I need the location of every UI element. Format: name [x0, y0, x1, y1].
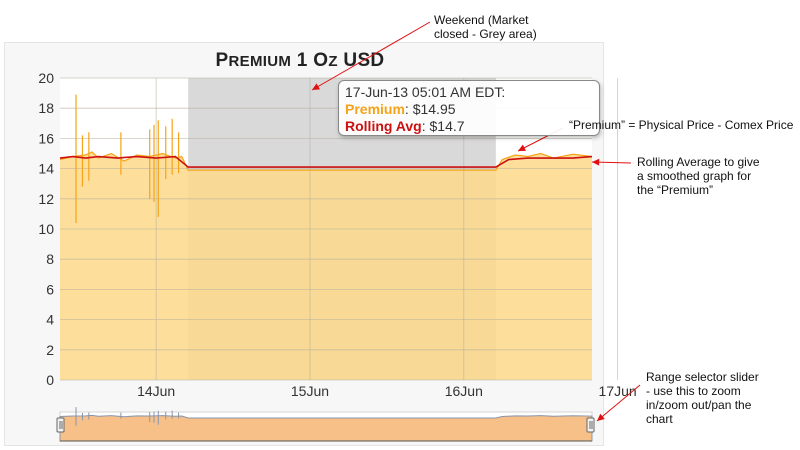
- chart-tooltip: 17-Jun-13 05:01 AM EDT: Premium: $14.95 …: [338, 80, 600, 136]
- arrow-premium-head: [518, 144, 526, 151]
- y-tick-label: 14: [38, 161, 54, 177]
- annotation-range-selector: Range selector slider - use this to zoom…: [646, 370, 776, 426]
- y-tick-label: 20: [38, 70, 54, 86]
- y-tick-label: 10: [38, 221, 54, 237]
- annotation-premium: “Premium” = Physical Price - Comex Price: [569, 118, 794, 132]
- annotation-weekend-line: closed - Grey area): [434, 27, 537, 41]
- tooltip-rolling-value: $14.7: [429, 118, 465, 134]
- annotation-rolling-line: the “Premium”: [637, 183, 714, 197]
- tooltip-rolling-label: Rolling Avg: [345, 118, 422, 134]
- rolling-avg-line: [59, 155, 593, 168]
- annotation-weekend: Weekend (Market closed - Grey area): [434, 13, 574, 41]
- x-tick-label: 15Jun: [291, 383, 329, 399]
- annotation-range-line: Range selector slider: [646, 370, 759, 384]
- y-tick-label: 12: [38, 191, 54, 207]
- x-tick-label: 14Jun: [137, 383, 175, 399]
- y-tick-label: 2: [46, 342, 54, 358]
- arrow-weekend: [311, 21, 431, 91]
- tooltip-timestamp: 17-Jun-13 05:01 AM EDT:: [345, 84, 506, 100]
- annotation-rolling-average: Rolling Average to give a smoothed graph…: [637, 155, 777, 197]
- annotation-rolling-line: a smoothed graph for: [637, 169, 752, 183]
- annotation-range-line: in/zoom out/pan the: [646, 398, 752, 412]
- premium-area: [60, 151, 592, 380]
- annotation-range-line: chart: [646, 412, 673, 426]
- tooltip-premium-value: $14.95: [412, 101, 456, 117]
- x-tick-label: 17Jun: [599, 383, 637, 399]
- y-tick-label: 18: [38, 100, 54, 116]
- tooltip-premium-label: Premium: [345, 101, 405, 117]
- arrow-weekend-head: [312, 83, 320, 90]
- chart-title: PREMIUM 1 OZ USD: [215, 50, 385, 71]
- annotation-rolling-line: Rolling Average to give: [637, 155, 760, 169]
- annotation-weekend-line: Weekend (Market: [434, 13, 529, 27]
- premium-line: [59, 151, 593, 171]
- annotation-range-line: - use this to zoom: [646, 384, 741, 398]
- y-tick-label: 4: [46, 312, 54, 328]
- y-tick-label: 8: [46, 251, 54, 267]
- y-tick-label: 0: [46, 372, 54, 388]
- arrow-range: [596, 384, 641, 422]
- x-tick-label: 16Jun: [445, 383, 483, 399]
- y-tick-label: 16: [38, 130, 54, 146]
- navigator-area: [59, 414, 593, 442]
- arrow-range-head: [597, 413, 605, 421]
- arrow-rolling-head: [592, 158, 600, 166]
- y-tick-label: 6: [46, 281, 54, 297]
